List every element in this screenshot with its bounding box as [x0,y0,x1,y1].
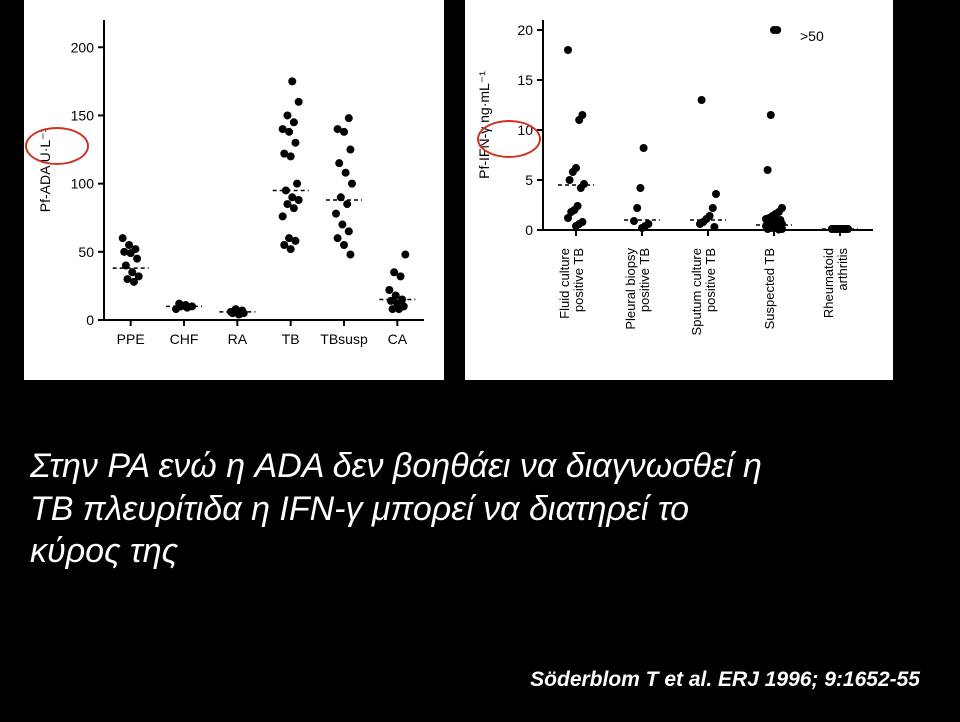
svg-text:RA: RA [228,331,248,347]
svg-text:0: 0 [525,222,533,238]
svg-text:5: 5 [525,172,533,188]
left-chart-svg: 0 50 100 150 200 Pf-ADA U·L⁻¹ PPE CHF RA TB TBsusp… [24,0,444,380]
svg-text:Suspected TB: Suspected TB [762,248,777,329]
svg-text:100: 100 [71,176,95,192]
body-line-1: Στην ΡΑ ενώ η ADA δεν βοηθάει να διαγνωσ… [30,445,930,488]
svg-text:15: 15 [517,72,533,88]
svg-text:Fluid culture: Fluid culture [557,248,572,319]
svg-text:>50: >50 [800,28,824,44]
svg-text:positive TB: positive TB [571,248,586,312]
body-text: Στην ΡΑ ενώ η ADA δεν βοηθάει να διαγνωσ… [30,445,930,573]
svg-text:200: 200 [71,39,95,55]
svg-text:20: 20 [517,22,533,38]
right-chart-panel: 0 5 10 15 20 Pf-IFN-γ ng·mL⁻¹ >50 Fluid culture… [465,0,893,380]
svg-text:arthritis: arthritis [835,248,850,291]
svg-text:Pf-IFN-γ ng·mL⁻¹: Pf-IFN-γ ng·mL⁻¹ [476,71,492,179]
svg-text:CHF: CHF [170,331,199,347]
svg-text:TB: TB [282,331,300,347]
svg-text:positive TB: positive TB [703,248,718,312]
right-chart-svg: 0 5 10 15 20 Pf-IFN-γ ng·mL⁻¹ >50 Fluid culture… [465,0,893,380]
svg-text:Sputum culture: Sputum culture [689,248,704,335]
svg-text:positive TB: positive TB [637,248,652,312]
svg-text:10: 10 [517,122,533,138]
svg-text:50: 50 [78,244,94,260]
svg-text:0: 0 [86,312,94,328]
citation: Söderblom T et al. ERJ 1996; 9:1652-55 [530,668,920,692]
svg-text:Pleural biopsy: Pleural biopsy [623,248,638,330]
left-chart-panel: 0 50 100 150 200 Pf-ADA U·L⁻¹ PPE CHF RA TB TBsusp… [24,0,444,380]
svg-text:CA: CA [388,331,408,347]
body-line-3: κύρος της [30,530,930,573]
svg-text:150: 150 [71,107,95,123]
slide-root: 050100150200Pf-ADA U·L⁻¹PPECHFRATBTBsusp… [0,0,960,722]
body-line-2: ΤΒ πλευρίτιδα η IFN-γ μπορεί να διατηρεί… [30,488,930,531]
svg-text:Pf-ADA U·L⁻¹: Pf-ADA U·L⁻¹ [37,127,53,212]
citation-text: Söderblom T et al. ERJ 1996; 9:1652-55 [530,668,920,691]
svg-text:TBsusp: TBsusp [320,331,368,347]
svg-text:Rheumatoid: Rheumatoid [821,248,836,318]
svg-text:PPE: PPE [117,331,145,347]
